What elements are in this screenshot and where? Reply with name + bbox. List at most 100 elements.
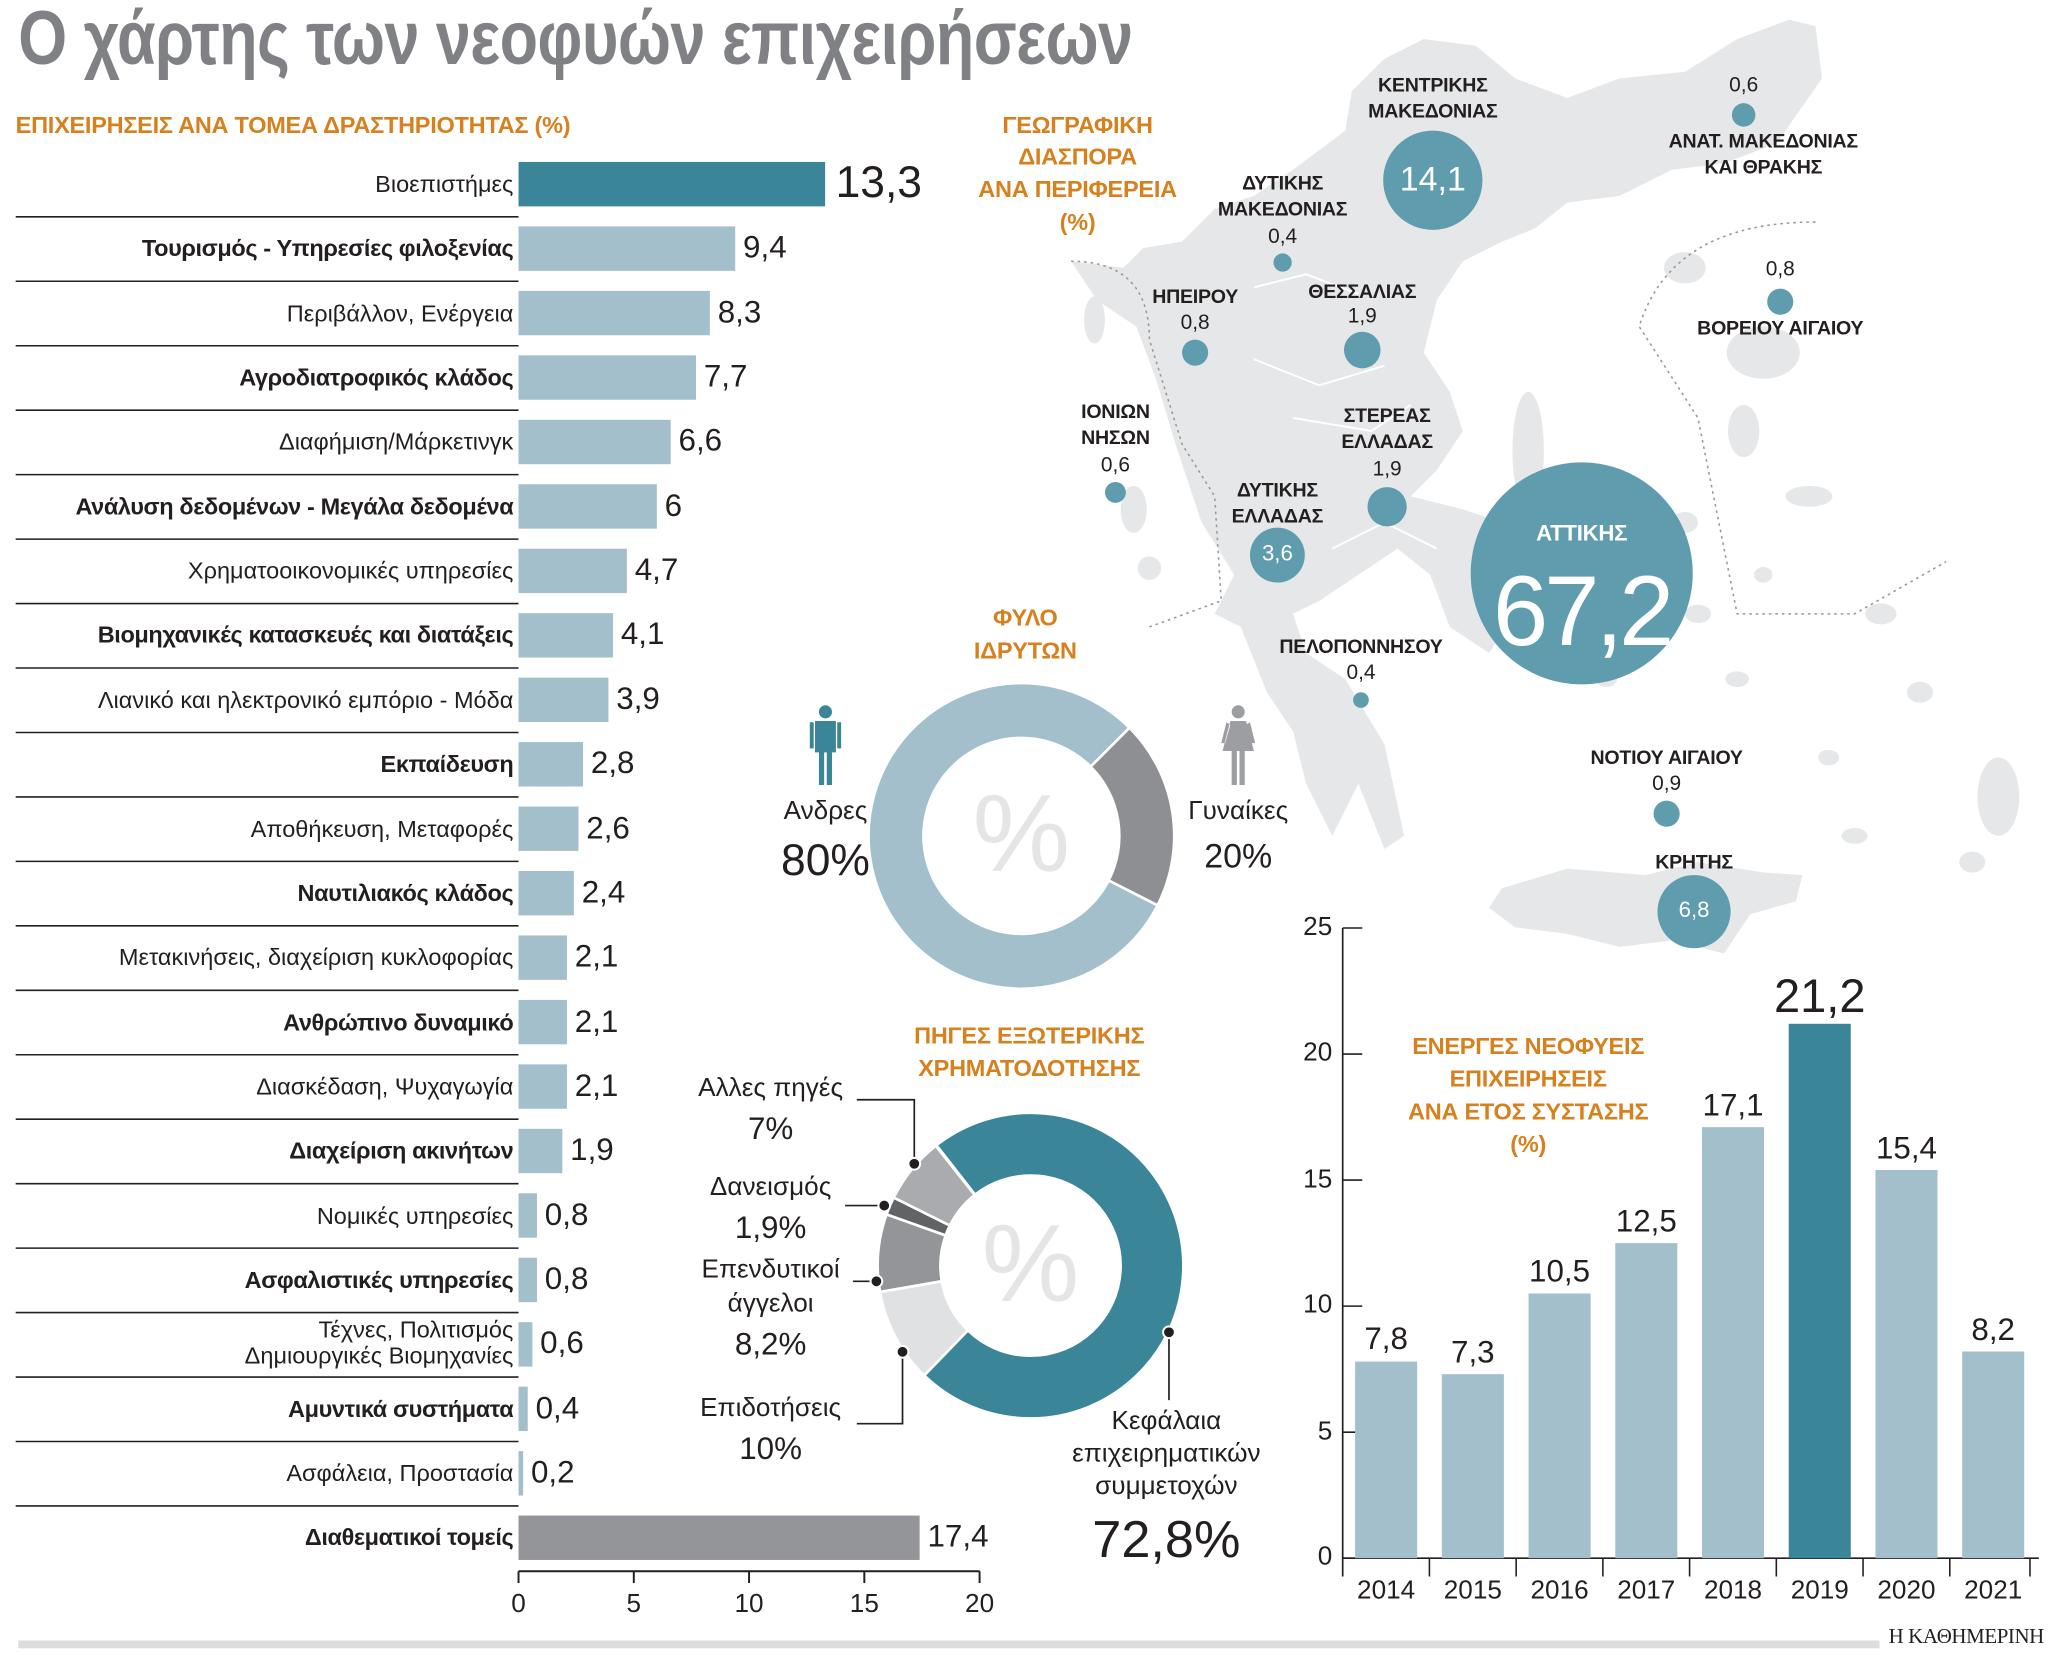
region-name: ΣΤΕΡΕΑΣ: [1343, 404, 1431, 428]
donut-slice-men: [867, 681, 1160, 990]
funding-value: 7%: [747, 1111, 794, 1147]
region-value: 6,8: [1678, 897, 1710, 923]
region-circle: [1273, 253, 1292, 272]
sector-value: 2,4: [581, 874, 626, 911]
sector-bar: [518, 1386, 528, 1432]
years-title-line: (%): [1510, 1131, 1547, 1158]
sector-value: 3,9: [616, 681, 660, 717]
island-shape: [1084, 296, 1105, 344]
x-tick-label: 2020: [1877, 1576, 1936, 1606]
funding-label: Δανεισμός: [709, 1172, 832, 1202]
funding-label: Επενδυτικοί: [701, 1255, 840, 1284]
x-tick-label: 2014: [1357, 1576, 1416, 1606]
x-tick-label: 2018: [1703, 1576, 1763, 1606]
sector-value: 7,7: [703, 359, 748, 395]
region-name: ΔΥΤΙΚΗΣ: [1236, 479, 1318, 502]
donut-slice: [891, 1143, 977, 1228]
sector-bar: [518, 1193, 537, 1238]
sector-bar: [518, 161, 826, 207]
funding-title-line: ΧΡΗΜΑΤΟΔΟΤΗΣΗΣ: [918, 1055, 1141, 1082]
region-name: ΒΟΡΕΙΟΥ ΑΙΓΑΙΟΥ: [1697, 317, 1864, 340]
sector-value: 0,2: [530, 1455, 575, 1491]
leader-dot: [877, 1198, 892, 1213]
region-circle: [1470, 462, 1693, 685]
year-bar: [1355, 1361, 1418, 1559]
funding-label: Επιδοτήσεις: [700, 1393, 842, 1423]
region-value: 0,6: [1729, 74, 1759, 97]
region-circle: [1731, 103, 1756, 127]
sectors-chart-title: ΕΠΙΧΕΙΡΗΣΕΙΣ ΑΝΑ ΤΟΜΕΑ ΔΡΑΣΤΗΡΙΟΤΗΤΑΣ (%…: [15, 112, 571, 139]
region-value: 1,9: [1372, 458, 1402, 481]
years-bar-chart: [1341, 927, 2039, 1577]
sector-bar: [518, 548, 627, 594]
sector-label: Διαφήμιση/Μάρκετινγκ: [278, 428, 514, 456]
funding-value: 10%: [739, 1431, 802, 1467]
region-name: ΠΕΛΟΠΟΝΝΗΣΟΥ: [1279, 636, 1443, 659]
sector-label: Ασφαλιστικές υπηρεσίες: [244, 1266, 514, 1293]
region-name: ΔΥΤΙΚΗΣ: [1242, 172, 1324, 195]
x-tick-label: 2019: [1790, 1576, 1849, 1606]
sector-bar: [518, 484, 657, 529]
island-shape: [1725, 671, 1749, 688]
leader-dot: [907, 1156, 922, 1171]
map-title-line: ΓΕΩΓΡΑΦΙΚΗ: [1002, 112, 1153, 139]
leader-dot: [1162, 1325, 1176, 1340]
sector-value: 2,8: [590, 745, 635, 782]
sector-label: Ναυτιλιακός κλάδος: [297, 880, 514, 907]
sector-bar: [518, 226, 736, 271]
sector-value: 2,1: [574, 939, 619, 975]
island-shape: [1906, 681, 1934, 703]
region-value: 0,8: [1180, 312, 1210, 335]
sector-label: Τουρισμός - Υπηρεσίες φιλοξενίας: [141, 235, 514, 262]
sector-bar: [518, 677, 609, 723]
funding-label: συμμετοχών: [1095, 1471, 1238, 1501]
sector-label: Τέχνες, Πολιτισμός Δημιουργικές Βιομηχανί…: [245, 1317, 514, 1369]
sector-label: Χρηματοοικονομικές υπηρεσίες: [187, 557, 514, 584]
island-shape: [1726, 326, 1800, 379]
funding-label: επιχειρηματικών: [1072, 1439, 1261, 1469]
sectors-bar-chart: [15, 161, 981, 1584]
sector-value: 0,4: [535, 1390, 580, 1426]
region-name: ΑΤΤΙΚΗΣ: [1536, 521, 1628, 546]
island-shape: [1841, 828, 1868, 844]
men-label: Ανδρες: [783, 796, 868, 826]
year-value: 7,3: [1451, 1334, 1495, 1371]
region-name: ΚΡΗΤΗΣ: [1655, 851, 1733, 874]
footer-bar: [18, 1640, 1880, 1649]
leader-line: [856, 1098, 916, 1164]
man-icon: [809, 705, 842, 785]
year-value: 7,8: [1364, 1322, 1408, 1358]
year-value: 15,4: [1875, 1130, 1937, 1167]
sector-bar: [518, 935, 567, 980]
region-boundary: [1638, 221, 1947, 615]
island-shape: [1663, 252, 1706, 284]
sector-label: Αποθήκευση, Μεταφορές: [250, 815, 514, 842]
sector-label: Εκπαίδευση: [380, 751, 514, 778]
region-name: ΕΛΛΑΔΑΣ: [1341, 431, 1433, 454]
sector-value: 0,8: [544, 1197, 589, 1233]
crete-shape: [1488, 862, 1803, 954]
region-circle: [1767, 288, 1794, 315]
donut-slice-women: [1088, 726, 1176, 908]
year-bar: [1788, 1023, 1851, 1559]
sector-label: Διασκέδαση, Ψυχαγωγία: [256, 1073, 514, 1100]
year-bar: [1962, 1351, 2025, 1559]
funding-label: Αλλες πηγές: [698, 1073, 844, 1103]
publisher-logo: Η ΚΑΘΗΜΕΡΙΝΗ: [1888, 1626, 2045, 1649]
region-name: ΝΗΣΩΝ: [1081, 427, 1150, 450]
region-name: ΜΑΚΕΔΟΝΙΑΣ: [1217, 198, 1348, 221]
map-title-line: (%): [1059, 208, 1096, 236]
year-value: 12,5: [1615, 1203, 1677, 1240]
sector-bar: [518, 1128, 563, 1174]
region-name: ΚΑΙ ΘΡΑΚΗΣ: [1704, 156, 1823, 179]
sector-value: 8,3: [717, 294, 762, 331]
x-tick-label: 0: [511, 1589, 526, 1619]
year-bar: [1441, 1374, 1504, 1559]
sector-label: Αγροδιατροφικός κλάδος: [239, 364, 514, 391]
region-name: ΕΛΛΑΔΑΣ: [1231, 505, 1324, 528]
x-tick-label: 2017: [1617, 1576, 1676, 1606]
sector-bar: [518, 290, 710, 336]
sector-value: 1,9: [570, 1132, 614, 1168]
